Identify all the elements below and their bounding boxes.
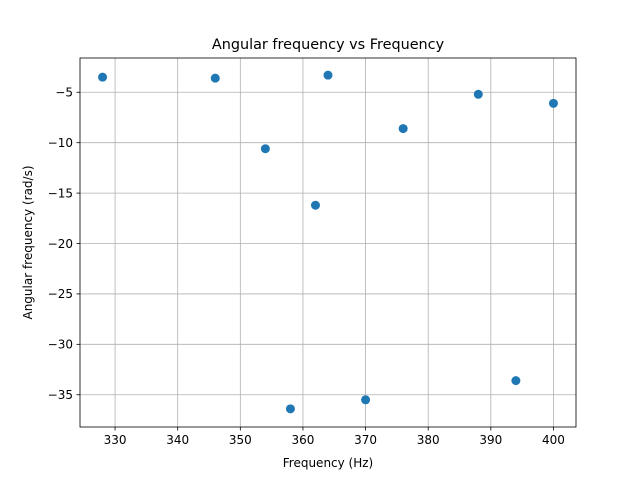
data-point — [285, 404, 295, 414]
y-tick-label: −20 — [48, 237, 73, 251]
x-tick-label: 350 — [229, 433, 252, 447]
x-axis-label: Frequency (Hz) — [283, 456, 374, 470]
data-point — [361, 395, 371, 405]
y-axis-label: Angular frequency (rad/s) — [21, 165, 35, 319]
x-tick-label: 390 — [479, 433, 502, 447]
y-tick-label: −10 — [48, 136, 73, 150]
data-point — [511, 376, 521, 386]
x-tick-label: 400 — [542, 433, 565, 447]
chart-title: Angular frequency vs Frequency — [212, 37, 445, 53]
y-tick-label: −5 — [55, 86, 73, 100]
x-tick-label: 330 — [104, 433, 127, 447]
y-tick-label: −35 — [48, 388, 73, 402]
grid-lines — [80, 58, 576, 427]
data-point — [260, 144, 270, 154]
data-point — [310, 200, 320, 210]
data-point — [210, 73, 220, 83]
data-point — [98, 72, 108, 82]
x-tick-label: 360 — [291, 433, 314, 447]
plot-frame — [79, 57, 577, 428]
x-tick-label: 370 — [354, 433, 377, 447]
axis-ticks: 330 340 350 360 370 380 390 400 −35 −30 −25 −20 −15 −… — [48, 86, 565, 447]
data-point — [398, 124, 408, 134]
data-points — [98, 70, 558, 414]
y-tick-label: −30 — [48, 338, 73, 352]
y-tick-label: −25 — [48, 287, 73, 301]
data-point — [323, 70, 333, 80]
y-tick-label: −15 — [48, 186, 73, 200]
x-tick-label: 380 — [417, 433, 440, 447]
data-point — [548, 98, 558, 108]
x-tick-label: 340 — [166, 433, 189, 447]
data-point — [473, 89, 483, 99]
